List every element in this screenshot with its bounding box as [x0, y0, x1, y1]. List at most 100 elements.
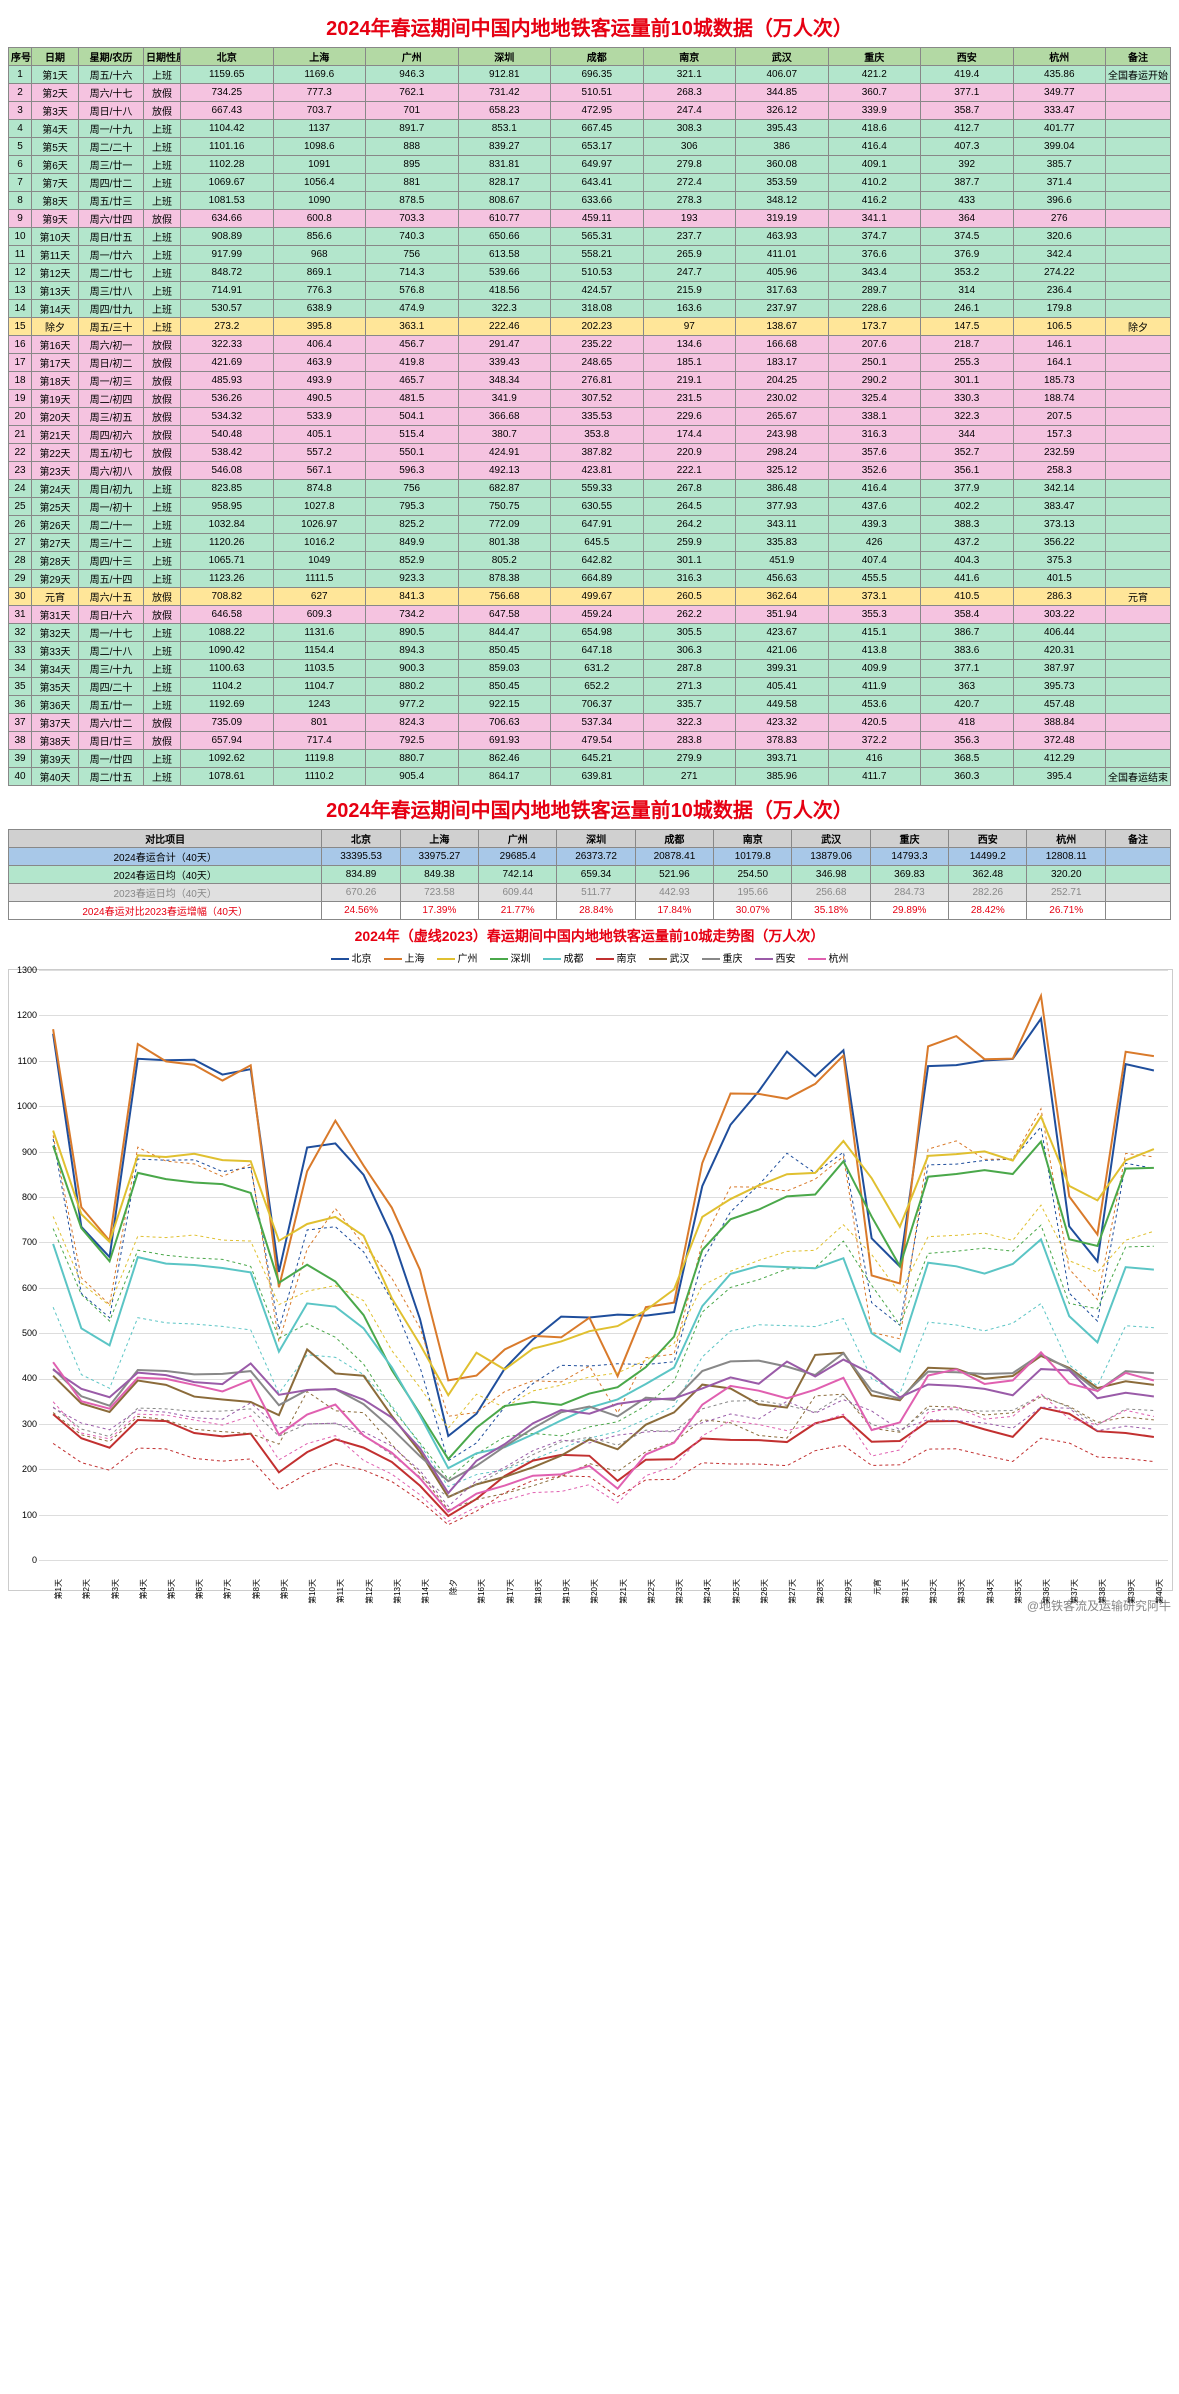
cell: 348.12 — [736, 192, 829, 210]
cell: 364 — [921, 210, 1014, 228]
cell: 18 — [9, 372, 32, 390]
y-tick: 1000 — [17, 1101, 37, 1111]
cell: 377.1 — [921, 84, 1014, 102]
cell: 40 — [9, 768, 32, 786]
cell: 第32天 — [32, 624, 79, 642]
table-row: 2第2天周六/十七放假734.25777.3762.1731.42510.512… — [9, 84, 1171, 102]
table-row: 32第32天周一/十七上班1088.221131.6890.5844.47654… — [9, 624, 1171, 642]
cell: 352.7 — [921, 444, 1014, 462]
cell: 320.6 — [1013, 228, 1106, 246]
cell: 423.67 — [736, 624, 829, 642]
cell: 510.53 — [551, 264, 644, 282]
legend-item: 南京 — [596, 950, 637, 965]
cell: 12 — [9, 264, 32, 282]
col-header: 日期 — [32, 48, 79, 66]
cell: 510.51 — [551, 84, 644, 102]
cell: 204.25 — [736, 372, 829, 390]
cell: 周日/十六 — [79, 606, 144, 624]
cell: 777.3 — [273, 84, 366, 102]
cell: 周一/十九 — [79, 120, 144, 138]
cell: 657.94 — [181, 732, 274, 750]
cell: 409.9 — [828, 660, 921, 678]
cell: 335.53 — [551, 408, 644, 426]
cell: 上班 — [144, 696, 181, 714]
cell: 451.9 — [736, 552, 829, 570]
sum-cell: 282.26 — [949, 884, 1027, 902]
cell: 第20天 — [32, 408, 79, 426]
sum-cell: 35.18% — [792, 902, 870, 920]
cell: 360.7 — [828, 84, 921, 102]
cell: 303.22 — [1013, 606, 1106, 624]
cell: 230.02 — [736, 390, 829, 408]
cell: 35 — [9, 678, 32, 696]
cell: 放假 — [144, 336, 181, 354]
table-row: 34第34天周三/十九上班1100.631103.5900.3859.03631… — [9, 660, 1171, 678]
cell: 360.3 — [921, 768, 1014, 786]
cell: 1104.42 — [181, 120, 274, 138]
cell: 316.3 — [643, 570, 736, 588]
cell: 376.9 — [921, 246, 1014, 264]
table-row: 30元宵周六/十五放假708.82627841.3756.68499.67260… — [9, 588, 1171, 606]
table-row: 5第5天周二/二十上班1101.161098.6888839.27653.173… — [9, 138, 1171, 156]
col-header: 深圳 — [458, 48, 551, 66]
cell: 第21天 — [32, 426, 79, 444]
cell: 1159.65 — [181, 66, 274, 84]
table-row: 37第37天周六/廿二放假735.09801824.3706.63537.343… — [9, 714, 1171, 732]
cell: 298.24 — [736, 444, 829, 462]
cell: 405.96 — [736, 264, 829, 282]
table-row: 38第38天周日/廿三放假657.94717.4792.5691.93479.5… — [9, 732, 1171, 750]
cell — [1106, 156, 1171, 174]
cell: 410.5 — [921, 588, 1014, 606]
sum-cell: 14793.3 — [870, 848, 948, 866]
cell: 420.7 — [921, 696, 1014, 714]
cell: 377.9 — [921, 480, 1014, 498]
cell: 上班 — [144, 174, 181, 192]
cell: 388.3 — [921, 516, 1014, 534]
series-2023-杭州 — [53, 1394, 1154, 1521]
cell: 421.69 — [181, 354, 274, 372]
y-tick: 1200 — [17, 1010, 37, 1020]
cell: 周日/初九 — [79, 480, 144, 498]
cell: 383.6 — [921, 642, 1014, 660]
cell: 756.68 — [458, 588, 551, 606]
cell: 362.64 — [736, 588, 829, 606]
sum-label: 2024春运日均（40天） — [9, 866, 322, 884]
cell: 1078.61 — [181, 768, 274, 786]
cell: 185.1 — [643, 354, 736, 372]
cell: 8 — [9, 192, 32, 210]
cell: 805.2 — [458, 552, 551, 570]
cell: 474.9 — [366, 300, 459, 318]
cell: 600.8 — [273, 210, 366, 228]
series-上海 — [53, 996, 1154, 1381]
x-tick: 第16天 — [476, 1579, 487, 1604]
cell: 放假 — [144, 732, 181, 750]
cell: 28 — [9, 552, 32, 570]
cell — [1106, 192, 1171, 210]
sum-label: 2024春运对比2023春运增幅（40天） — [9, 902, 322, 920]
cell: 164.1 — [1013, 354, 1106, 372]
cell: 上班 — [144, 192, 181, 210]
legend-item: 成都 — [543, 950, 584, 965]
cell: 235.22 — [551, 336, 644, 354]
cell: 周二/廿五 — [79, 768, 144, 786]
cell: 912.81 — [458, 66, 551, 84]
cell: 341.9 — [458, 390, 551, 408]
summary-row: 2024春运对比2023春运增幅（40天）24.56%17.39%21.77%2… — [9, 902, 1171, 920]
table-row: 35第35天周四/二十上班1104.21104.7880.2850.45652.… — [9, 678, 1171, 696]
cell: 888 — [366, 138, 459, 156]
cell: 433 — [921, 192, 1014, 210]
y-tick: 200 — [22, 1464, 37, 1474]
cell: 322.3 — [458, 300, 551, 318]
cell: 7 — [9, 174, 32, 192]
cell: 609.3 — [273, 606, 366, 624]
cell: 378.83 — [736, 732, 829, 750]
cell: 373.13 — [1013, 516, 1106, 534]
sum-header: 成都 — [635, 830, 713, 848]
cell: 831.81 — [458, 156, 551, 174]
cell: 426 — [828, 534, 921, 552]
sum-cell: 254.50 — [714, 866, 792, 884]
table-row: 22第22天周五/初七放假538.42557.2550.1424.91387.8… — [9, 444, 1171, 462]
sum-cell: 362.48 — [949, 866, 1027, 884]
y-tick: 500 — [22, 1328, 37, 1338]
cell: 326.12 — [736, 102, 829, 120]
